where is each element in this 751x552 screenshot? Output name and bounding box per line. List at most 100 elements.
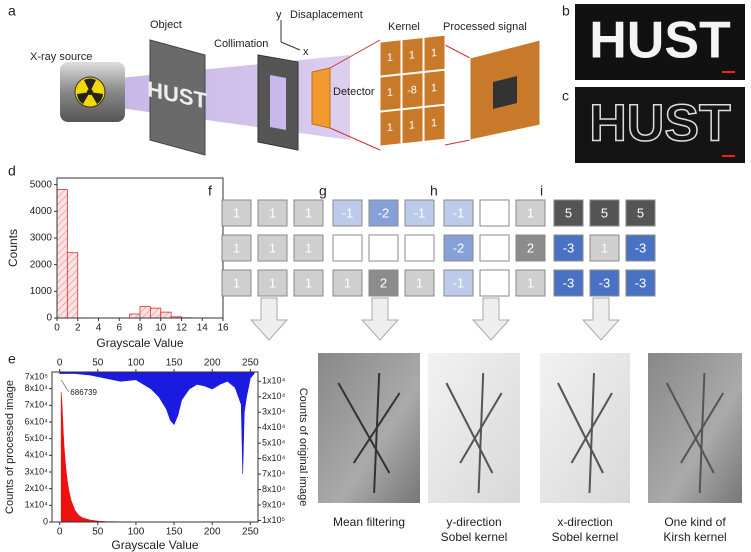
kernel-cell (479, 199, 510, 227)
kernel-cell (293, 199, 324, 227)
kernel-cell (589, 269, 620, 297)
arrow (471, 297, 511, 341)
guide (329, 127, 381, 151)
kernel-value: 1 (305, 205, 312, 220)
kernel-value: -1 (453, 275, 465, 290)
kernel-value: 1 (409, 49, 415, 62)
bar (56, 189, 68, 319)
kernel-value: -2 (453, 240, 465, 255)
kernel-value: 1 (233, 275, 240, 290)
kernel-value: 1 (344, 275, 351, 290)
x2-tick-label: 200 (204, 358, 221, 369)
kernel-cell (625, 199, 656, 227)
result-image (428, 353, 520, 503)
x-tick-label: 200 (204, 527, 221, 538)
processed-center (493, 76, 517, 109)
x-tick-label: 10 (155, 323, 167, 334)
y-tick-label: 8x10⁴ (25, 383, 49, 393)
kernel-cell (379, 74, 402, 112)
kernel-cell (515, 234, 546, 262)
kernel-value: -8 (407, 84, 417, 97)
kernel-cell (443, 199, 474, 227)
panel-label: i (540, 183, 543, 199)
y-tick-label: 5000 (30, 179, 53, 190)
kernel-cell (479, 269, 510, 297)
y-tick-label: 1000 (30, 286, 53, 297)
kernel-value: -3 (635, 275, 647, 290)
kernel-value: 1 (305, 240, 312, 255)
arrow (249, 297, 289, 341)
kernel-cell (589, 199, 620, 227)
x-tick-label: 0 (57, 527, 63, 538)
y2-tick-label: 1x10⁴ (262, 376, 286, 386)
kernel-value: 2 (527, 240, 534, 255)
kernel-value: -3 (635, 240, 647, 255)
plot-frame (51, 371, 259, 523)
kernel-cell (515, 199, 546, 227)
kernel-cell (443, 269, 474, 297)
kernel-cell (221, 199, 252, 227)
image-text: HUST (589, 12, 731, 70)
image-detail (557, 382, 604, 474)
plot-frame (56, 177, 224, 319)
kernel-cell (401, 106, 424, 145)
panel-label: e (8, 351, 16, 367)
kernel-value: 1 (527, 275, 534, 290)
axis-arrow (280, 41, 301, 51)
label: Detector (333, 86, 375, 98)
x2-tick-label: 50 (92, 358, 104, 369)
y-axis-title: Counts (6, 229, 20, 267)
kernel-value: 5 (601, 205, 608, 220)
kernel-cell (379, 39, 402, 77)
y-tick-label: 2x10⁴ (25, 483, 49, 493)
kernel-value: 2 (380, 275, 387, 290)
y2-tick-label: 4x10⁴ (262, 422, 286, 432)
kernel-cell (368, 269, 399, 297)
image-detail (588, 372, 595, 494)
kernel-value: 1 (387, 87, 393, 100)
panel-label: c (562, 88, 569, 104)
area (60, 391, 251, 523)
slit (270, 75, 286, 130)
kernel-cell (368, 234, 399, 262)
y2-tick-label: 3x10⁴ (262, 407, 286, 417)
y-tick-label: 7x10⁴ (25, 400, 49, 410)
bar (139, 306, 151, 319)
guide (329, 39, 381, 69)
caption: Sobel kernel (441, 530, 508, 544)
image-b (575, 4, 745, 80)
kernel-cell (293, 234, 324, 262)
kernel-value: 1 (269, 240, 276, 255)
kernel-cell (368, 199, 399, 227)
kernel-value: -1 (453, 205, 465, 220)
label: Collimation (214, 38, 268, 50)
kernel-cell (404, 234, 435, 262)
area (59, 371, 255, 475)
y-break-label: 7x10⁵ (25, 371, 49, 381)
guide (444, 139, 471, 146)
image-detail (445, 382, 494, 474)
panel-label: f (208, 183, 212, 199)
charts: d0 2 4 6 8 10 12 14 16010002000300040005000Grays… (4, 163, 309, 552)
x-axis-title: Grayscale Value (96, 336, 183, 350)
kernel-value: 1 (431, 82, 437, 95)
kernel-value: -1 (342, 205, 354, 220)
annotation-line (60, 379, 70, 393)
kernel-cell (553, 269, 584, 297)
x-axis-title: Grayscale Value (111, 538, 198, 552)
x-tick-label: 8 (137, 323, 143, 334)
kernel-cell (332, 234, 363, 262)
y2-tick-label: 2x10⁴ (262, 391, 286, 401)
kernel-value: -3 (599, 275, 611, 290)
kernel-cell (515, 269, 546, 297)
bar (160, 311, 172, 319)
label: y (276, 9, 282, 21)
result-image (540, 353, 630, 503)
kernel-value: 1 (431, 47, 437, 60)
kernel-value: 1 (269, 205, 276, 220)
y2-axis-title: Counts of original image (297, 388, 309, 507)
object-plate (149, 39, 206, 156)
kernel-value: 1 (601, 240, 608, 255)
x2-tick-label: 100 (128, 358, 145, 369)
